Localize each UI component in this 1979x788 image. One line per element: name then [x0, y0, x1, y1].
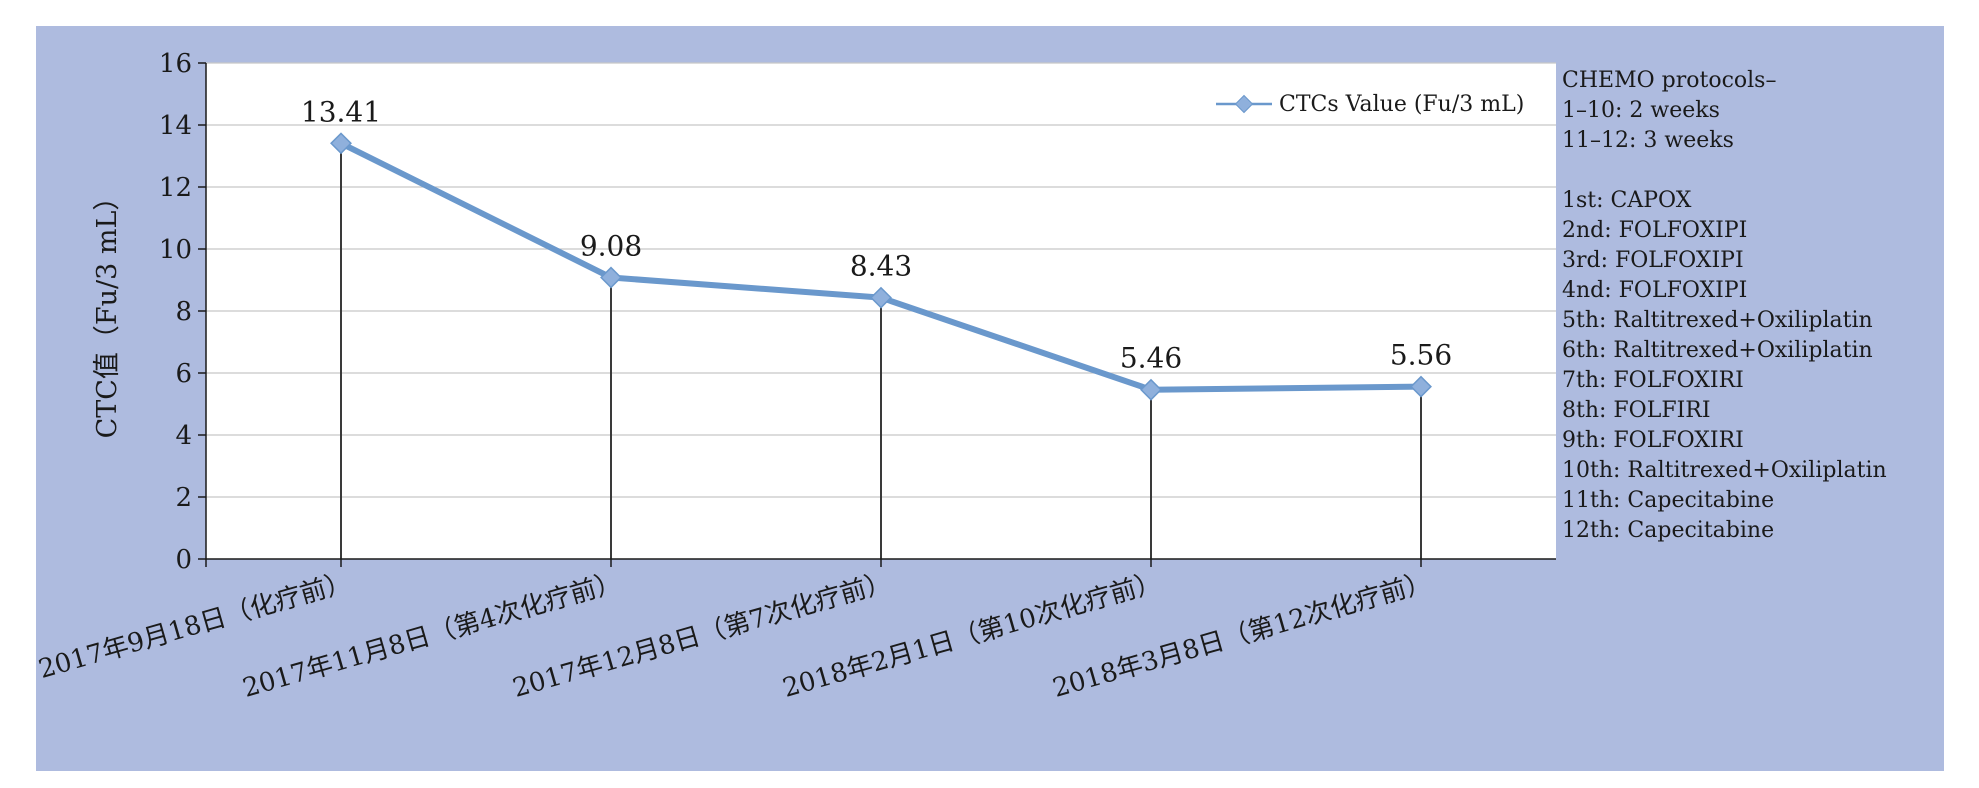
y-tick-label: 16 — [159, 49, 192, 79]
y-tick-label: 6 — [175, 359, 192, 389]
data-point — [330, 132, 352, 155]
protocol-note: 12th: Capecitabine — [1562, 518, 1774, 543]
protocol-note: 11–12: 3 weeks — [1562, 128, 1734, 153]
legend-label: CTCs Value (Fu/3 mL) — [1279, 92, 1524, 117]
protocol-note: 2nd: FOLFOXIPI — [1562, 218, 1747, 243]
y-tick-label: 0 — [175, 545, 192, 575]
protocol-note: 9th: FOLFOXIRI — [1562, 428, 1744, 453]
protocol-notes: CHEMO protocols– 1–10: 2 weeks 11–12: 3 we… — [1562, 68, 1887, 543]
protocol-note: CHEMO protocols– — [1562, 68, 1776, 93]
protocol-note: 1–10: 2 weeks — [1562, 98, 1720, 123]
chart-frame: 0 2 4 6 8 10 12 14 16 CTC值（Fu/3 mL） 13.41 9.08 8.4… — [35, 26, 1944, 771]
line-chart: 0 2 4 6 8 10 12 14 16 CTC值（Fu/3 mL） 13.41 9.08 8.4… — [35, 49, 1887, 704]
y-tick-labels: 0 2 4 6 8 10 12 14 16 — [159, 49, 192, 575]
x-category-labels: 2017年9月18日（化疗前）2017年11月8日（第4次化疗前）2017年12… — [35, 567, 1435, 704]
protocol-note: 10th: Raltitrexed+Oxiliplatin — [1562, 458, 1887, 483]
data-point — [1410, 375, 1432, 398]
drop-lines — [205, 143, 1422, 567]
y-tick-label: 14 — [159, 111, 192, 141]
series-ctcs — [330, 132, 1432, 401]
legend: CTCs Value (Fu/3 mL) — [1216, 92, 1524, 117]
protocol-note: 3rd: FOLFOXIPI — [1562, 248, 1744, 273]
data-label: 8.43 — [850, 250, 912, 283]
y-tick-label: 8 — [175, 297, 192, 327]
data-label: 5.56 — [1390, 339, 1452, 372]
protocol-note: 4nd: FOLFOXIPI — [1562, 278, 1747, 303]
protocol-note: 5th: Raltitrexed+Oxiliplatin — [1562, 308, 1873, 333]
y-tick-label: 12 — [159, 173, 192, 203]
protocol-note: 7th: FOLFOXIRI — [1562, 368, 1744, 393]
y-tick-label: 10 — [159, 235, 192, 265]
axes — [205, 63, 1556, 560]
data-point — [1140, 378, 1162, 401]
y-tick-label: 4 — [175, 421, 192, 451]
y-tick-label: 2 — [175, 483, 192, 513]
data-label: 13.41 — [301, 95, 381, 128]
data-labels: 13.41 9.08 8.43 5.46 5.56 — [301, 95, 1452, 374]
data-label: 5.46 — [1120, 342, 1182, 375]
data-point — [870, 286, 892, 309]
data-label: 9.08 — [580, 230, 642, 263]
protocol-note: 6th: Raltitrexed+Oxiliplatin — [1562, 338, 1873, 363]
data-point — [600, 266, 622, 289]
protocol-note: 11th: Capecitabine — [1562, 488, 1774, 513]
legend-marker-icon — [1234, 94, 1254, 114]
protocol-note: 8th: FOLFIRI — [1562, 398, 1711, 423]
protocol-note: 1st: CAPOX — [1562, 188, 1692, 213]
y-axis-label: CTC值（Fu/3 mL） — [92, 184, 123, 439]
